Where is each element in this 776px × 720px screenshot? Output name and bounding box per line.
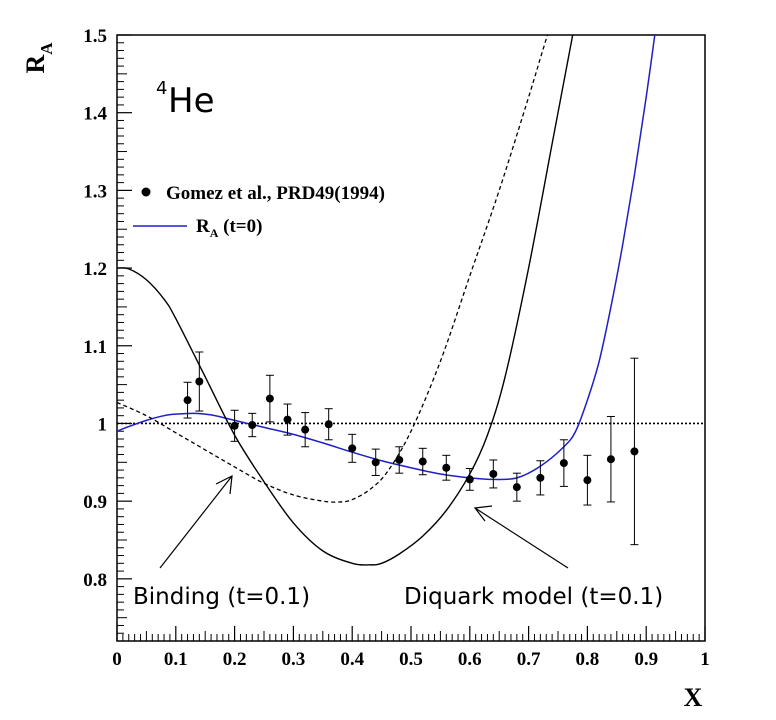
legend-label-curve-sub: A (210, 226, 219, 240)
data-point (583, 454, 592, 506)
legend-label-curve-main: R (196, 216, 210, 237)
diquark-label: Diquark model (t=0.1) (404, 584, 663, 610)
y-axis-title: RA (21, 42, 56, 74)
legend-marker-data (141, 187, 151, 197)
data-marker (606, 455, 615, 464)
y-axis: 0.8 0.9 1 1.1 1.2 1.3 1.4 1.5 (83, 26, 132, 642)
legend-label-data: Gomez et al., PRD49(1994) (166, 183, 385, 204)
x-tick-label: 0.6 (458, 649, 482, 670)
data-points (183, 351, 639, 546)
diquark-arrowhead (473, 505, 493, 522)
y-tick-label: 1.5 (83, 26, 107, 47)
svg-text:RA: RA (21, 42, 56, 74)
data-marker (442, 463, 451, 472)
ra-t0-curve (117, 35, 656, 481)
data-marker (536, 473, 545, 482)
data-marker (512, 483, 521, 492)
data-marker (630, 447, 639, 456)
x-axis-title: X (684, 683, 703, 712)
diquark-arrow (474, 507, 569, 569)
annotation-binding: Binding (t=0.1) (133, 474, 310, 610)
x-tick-label: 0.9 (634, 649, 658, 670)
y-tick-label: 1.3 (83, 181, 107, 202)
data-point (301, 412, 310, 448)
x-tick-label: 0.2 (223, 649, 247, 670)
data-marker (324, 420, 333, 429)
data-point (395, 446, 404, 474)
plot-frame (116, 34, 706, 642)
data-point (371, 448, 380, 477)
x-tick-label: 0.4 (340, 649, 364, 670)
binding-arrow (159, 475, 233, 569)
legend-label-curve-tail: (t=0) (218, 216, 262, 237)
legend: Gomez et al., PRD49(1994) RA (t=0) (133, 183, 385, 240)
x-tick-label: 1 (700, 649, 710, 670)
y-tick-label: 1 (98, 414, 108, 435)
data-point (465, 468, 474, 491)
diquark-curve (117, 35, 574, 566)
data-marker (265, 394, 274, 403)
data-point (265, 374, 274, 423)
y-tick-label: 0.9 (83, 492, 107, 513)
data-marker (465, 475, 474, 484)
data-marker (371, 458, 380, 467)
nucleus-mass-number: 4 (156, 78, 167, 99)
x-tick-label: 0 (112, 649, 122, 670)
y-tick-label: 1.1 (83, 337, 107, 358)
data-point (324, 408, 333, 441)
data-marker (348, 444, 357, 453)
data-marker (395, 455, 404, 464)
data-point (283, 403, 292, 436)
data-point (442, 454, 451, 481)
data-point (248, 412, 257, 438)
data-point (512, 472, 521, 502)
x-tick-label: 0.1 (164, 649, 188, 670)
y-axis-title-main: R (21, 55, 50, 74)
data-point (536, 460, 545, 496)
x-tick-label: 0.5 (399, 649, 423, 670)
x-axis: 0 0.1 0.2 0.3 0.4 0.5 0.6 0.7 0.8 0.9 1 (112, 626, 710, 670)
data-point (348, 433, 357, 463)
y-axis-title-sub: A (37, 42, 56, 55)
data-marker (418, 457, 427, 466)
x-tick-label: 0.3 (282, 649, 306, 670)
y-tick-label: 0.8 (83, 570, 107, 591)
data-point (230, 409, 239, 442)
nucleus-symbol: He (168, 81, 214, 121)
data-marker (559, 459, 568, 468)
data-marker (230, 421, 239, 430)
data-marker (301, 425, 310, 434)
annotation-diquark: Diquark model (t=0.1) (404, 505, 663, 610)
data-point (489, 459, 498, 489)
binding-label: Binding (t=0.1) (133, 584, 310, 610)
data-marker (195, 377, 204, 386)
data-marker (489, 469, 498, 478)
nucleus-label: 4 He (156, 78, 214, 121)
x-tick-label: 0.8 (576, 649, 600, 670)
data-marker (248, 421, 257, 430)
y-tick-label: 1.4 (83, 104, 107, 125)
binding-arrowhead (215, 474, 233, 495)
data-point (183, 381, 192, 419)
data-point (630, 357, 639, 546)
data-point (418, 447, 427, 476)
binding-curve (117, 35, 549, 503)
data-marker (283, 415, 292, 424)
data-point (195, 351, 204, 412)
y-tick-label: 1.2 (83, 259, 107, 280)
data-marker (583, 476, 592, 485)
data-point (559, 439, 568, 487)
data-marker (183, 396, 192, 405)
legend-label-curve: RA (t=0) (196, 216, 262, 240)
data-point (606, 415, 615, 503)
x-tick-label: 0.7 (517, 649, 541, 670)
